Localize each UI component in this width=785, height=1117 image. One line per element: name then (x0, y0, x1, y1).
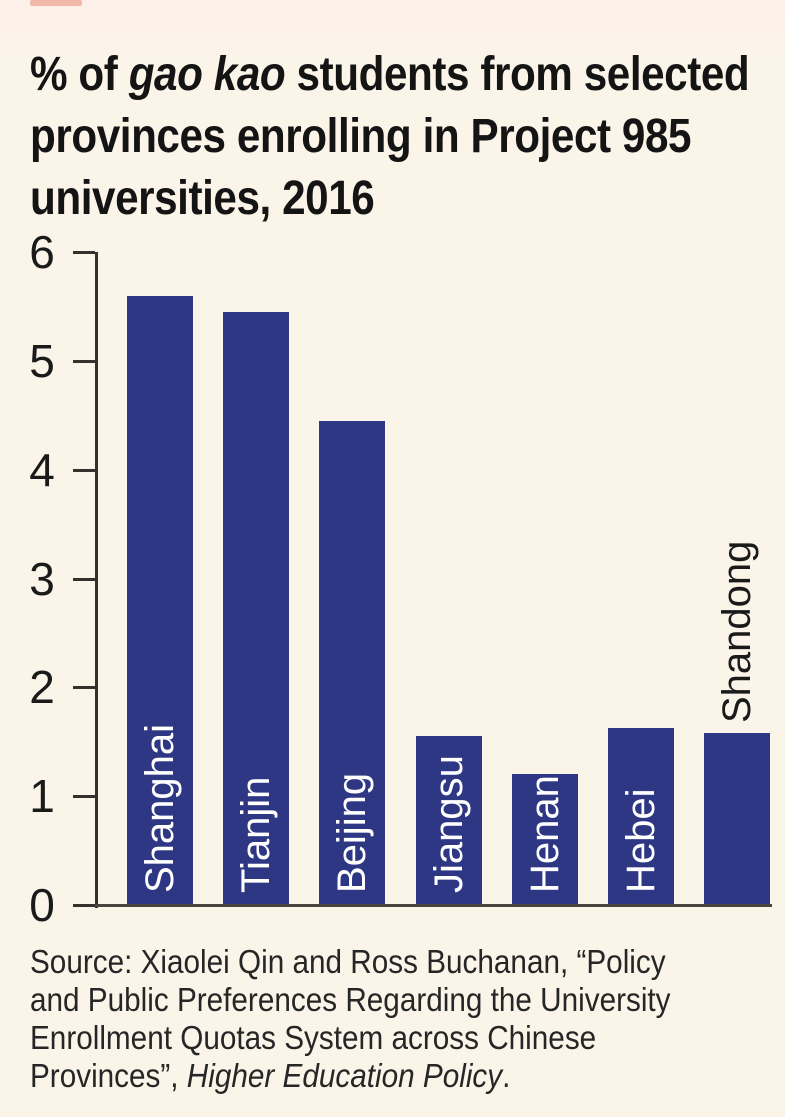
source-line: Source: Xiaolei Qin and Ross Buchanan, “… (30, 943, 666, 980)
bar (704, 733, 770, 905)
bar (416, 736, 482, 905)
y-axis-tick (73, 468, 95, 472)
bar-label: Tianjin (234, 776, 278, 893)
source-journal-italic: Higher Education Policy (186, 1057, 503, 1094)
y-axis-tick (73, 251, 95, 255)
source-note: Source: Xiaolei Qin and Ross Buchanan, “… (30, 943, 785, 1095)
y-axis-tick-label: 0 (29, 879, 55, 931)
bar-label: Hebei (619, 788, 663, 893)
bar (319, 421, 385, 905)
bar (223, 312, 289, 905)
y-axis-tick-label: 2 (29, 661, 55, 714)
bar-label: Jiangsu (427, 755, 471, 893)
title-text: % of (30, 48, 129, 101)
y-axis-tick-label: 5 (29, 335, 55, 387)
source-line: and Public Preferences Regarding the Uni… (30, 981, 671, 1018)
chart-title-line1: % of gao kao students from selected (30, 44, 785, 106)
y-axis-tick-label: 4 (29, 443, 55, 496)
y-axis-tick (73, 904, 95, 907)
y-axis-tick (73, 360, 95, 363)
y-axis-tick (73, 577, 95, 581)
chart-title: % of gao kao students from selected prov… (30, 44, 785, 230)
source-line: Enrollment Quotas System across Chinese (30, 1019, 597, 1056)
chart-title-line2: provinces enrolling in Project 985 (30, 110, 692, 163)
title-italic-text: gao kao (128, 48, 286, 101)
bar (127, 296, 193, 905)
chart-title-line3: universities, 2016 (30, 172, 375, 225)
x-axis-baseline (95, 904, 772, 907)
y-axis-tick-label: 3 (29, 552, 55, 605)
bar-label: Henan (523, 775, 567, 893)
source-text: Provinces”, (30, 1057, 187, 1094)
bar-label: Shandong (715, 540, 759, 723)
bar-label: Shanghai (138, 723, 182, 893)
bar (608, 728, 674, 905)
y-axis-line (95, 252, 98, 908)
source-line: Provinces”, Higher Education Policy. (30, 1057, 785, 1095)
y-axis-tick (73, 795, 95, 799)
y-axis-tick-label: 1 (29, 770, 55, 823)
title-text: students from selected (285, 48, 750, 101)
y-axis-tick (73, 686, 95, 690)
bar-label: Beijing (330, 772, 374, 893)
source-text: . (502, 1057, 511, 1094)
accent-red-dash (30, 0, 82, 6)
y-axis-tick-label: 6 (29, 226, 55, 279)
bar (512, 774, 578, 905)
